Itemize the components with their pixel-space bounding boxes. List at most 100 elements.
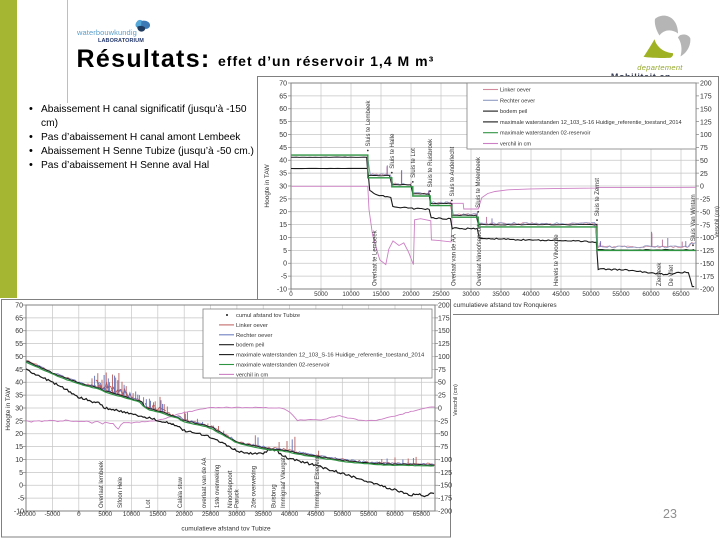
svg-text:Lot: Lot bbox=[146, 499, 152, 508]
svg-text:25: 25 bbox=[279, 196, 287, 203]
svg-text:200: 200 bbox=[700, 81, 712, 88]
svg-text:125: 125 bbox=[700, 119, 712, 126]
svg-text:cumulatieve afstand tov Tubiz: cumulatieve afstand tov Tubize bbox=[181, 526, 271, 533]
svg-text:-5: -5 bbox=[281, 274, 287, 281]
svg-text:60: 60 bbox=[279, 106, 287, 113]
svg-text:Hoogte in TAW: Hoogte in TAW bbox=[5, 387, 12, 431]
svg-text:0: 0 bbox=[19, 483, 23, 490]
svg-text:65: 65 bbox=[15, 315, 23, 322]
svg-text:Rechter oever: Rechter oever bbox=[500, 98, 535, 104]
svg-text:-125: -125 bbox=[700, 248, 714, 255]
svg-text:Linker oever: Linker oever bbox=[236, 323, 268, 329]
svg-text:0: 0 bbox=[283, 261, 287, 268]
svg-text:De Vliet: De Vliet bbox=[669, 265, 675, 286]
svg-text:60000: 60000 bbox=[642, 291, 660, 298]
svg-text:200: 200 bbox=[438, 302, 450, 309]
svg-text:5000: 5000 bbox=[98, 511, 112, 518]
svg-text:25: 25 bbox=[700, 171, 708, 178]
svg-text:Overlaat lembeek: Overlaat lembeek bbox=[99, 460, 105, 508]
svg-text:Rechter oever: Rechter oever bbox=[236, 333, 272, 339]
svg-text:cumul afstand tov Tubize: cumul afstand tov Tubize bbox=[236, 313, 300, 319]
svg-text:50: 50 bbox=[15, 354, 23, 361]
svg-text:Verschil (cm): Verschil (cm) bbox=[715, 206, 720, 238]
svg-text:45: 45 bbox=[15, 367, 23, 374]
svg-text:30: 30 bbox=[279, 183, 287, 190]
svg-text:40: 40 bbox=[279, 158, 287, 165]
svg-text:60: 60 bbox=[15, 328, 23, 335]
svg-text:100: 100 bbox=[700, 132, 712, 139]
svg-text:0: 0 bbox=[289, 291, 293, 298]
svg-text:Verschil (cm): Verschil (cm) bbox=[453, 384, 459, 416]
svg-text:55000: 55000 bbox=[360, 511, 378, 518]
svg-text:50000: 50000 bbox=[582, 291, 600, 298]
svg-text:Sluis te Anderlecht: Sluis te Anderlecht bbox=[450, 146, 456, 196]
svg-text:Ninoofsepoort: Ninoofsepoort bbox=[228, 470, 234, 508]
svg-text:50: 50 bbox=[279, 132, 287, 139]
svg-text:65000: 65000 bbox=[672, 291, 690, 298]
svg-text:maximale waterstanden 02-reser: maximale waterstanden 02-reservoir bbox=[236, 363, 330, 369]
svg-text:100: 100 bbox=[438, 354, 450, 361]
svg-text:15000: 15000 bbox=[149, 511, 167, 518]
svg-text:55000: 55000 bbox=[612, 291, 630, 298]
svg-text:10: 10 bbox=[279, 235, 287, 242]
svg-text:Sluis Van Wintam: Sluis Van Wintam bbox=[691, 194, 697, 241]
svg-text:-10000: -10000 bbox=[16, 511, 36, 518]
svg-text:5000: 5000 bbox=[314, 291, 328, 298]
svg-text:55: 55 bbox=[15, 341, 23, 348]
svg-text:verchil in cm: verchil in cm bbox=[500, 142, 531, 148]
svg-text:-10: -10 bbox=[277, 286, 287, 293]
svg-text:-25: -25 bbox=[700, 197, 710, 204]
svg-text:150: 150 bbox=[700, 106, 712, 113]
svg-text:20000: 20000 bbox=[176, 511, 194, 518]
svg-text:20: 20 bbox=[279, 209, 287, 216]
svg-text:bodem peil: bodem peil bbox=[500, 109, 527, 115]
svg-text:35000: 35000 bbox=[255, 511, 273, 518]
svg-text:30000: 30000 bbox=[228, 511, 246, 518]
svg-text:70: 70 bbox=[15, 302, 23, 309]
svg-text:-5000: -5000 bbox=[44, 511, 60, 518]
svg-text:-175: -175 bbox=[700, 274, 714, 281]
svg-text:175: 175 bbox=[700, 94, 712, 101]
svg-text:0: 0 bbox=[700, 184, 704, 191]
svg-text:75: 75 bbox=[438, 367, 446, 374]
svg-text:10000: 10000 bbox=[342, 291, 360, 298]
svg-text:5: 5 bbox=[19, 470, 23, 477]
svg-text:35000: 35000 bbox=[492, 291, 510, 298]
svg-text:10000: 10000 bbox=[123, 511, 141, 518]
svg-text:Overlaat te Lembeek: Overlaat te Lembeek bbox=[372, 229, 378, 286]
svg-text:Paruck: Paruck bbox=[235, 488, 241, 508]
svg-text:Calala stuw: Calala stuw bbox=[178, 476, 184, 508]
svg-text:-200: -200 bbox=[700, 287, 714, 294]
svg-text:2de overweking: 2de overweking bbox=[252, 466, 258, 508]
svg-text:40000: 40000 bbox=[281, 511, 299, 518]
svg-text:25000: 25000 bbox=[432, 291, 450, 298]
svg-text:Immigraaf Elsegem: Immigraaf Elsegem bbox=[315, 456, 321, 508]
svg-text:175: 175 bbox=[438, 315, 450, 322]
svg-text:Sluis te Zemst: Sluis te Zemst bbox=[595, 178, 601, 216]
svg-text:1ste overweking: 1ste overweking bbox=[215, 465, 221, 508]
svg-text:5: 5 bbox=[283, 248, 287, 255]
svg-text:0: 0 bbox=[438, 405, 442, 412]
svg-text:maximale waterstanden 12_103_S: maximale waterstanden 12_103_S-16 Huidig… bbox=[500, 120, 682, 126]
svg-text:65000: 65000 bbox=[413, 511, 431, 518]
svg-text:bodem peil: bodem peil bbox=[236, 343, 264, 349]
svg-text:30: 30 bbox=[15, 405, 23, 412]
svg-text:Buisbrug: Buisbrug bbox=[272, 484, 278, 508]
svg-text:-200: -200 bbox=[438, 508, 452, 515]
svg-text:-150: -150 bbox=[700, 261, 714, 268]
svg-text:-50: -50 bbox=[438, 431, 448, 438]
svg-text:verchil in cm: verchil in cm bbox=[236, 372, 268, 378]
svg-text:35: 35 bbox=[15, 393, 23, 400]
svg-text:Hoogte in TAW: Hoogte in TAW bbox=[264, 164, 271, 208]
svg-text:15: 15 bbox=[15, 444, 23, 451]
svg-text:Overlaat Ninoofsepoort: Overlaat Ninoofsepoort bbox=[477, 224, 483, 286]
svg-text:25: 25 bbox=[438, 393, 446, 400]
svg-text:Immigraaf Vleurgat: Immigraaf Vleurgat bbox=[281, 457, 287, 508]
svg-text:-50: -50 bbox=[700, 210, 710, 217]
svg-text:-100: -100 bbox=[700, 235, 714, 242]
svg-text:maximale waterstanden 02-reser: maximale waterstanden 02-reservoir bbox=[500, 131, 591, 137]
svg-text:Linker oever: Linker oever bbox=[500, 88, 531, 94]
svg-text:25: 25 bbox=[15, 418, 23, 425]
svg-text:70: 70 bbox=[279, 80, 287, 87]
svg-text:-100: -100 bbox=[438, 457, 452, 464]
